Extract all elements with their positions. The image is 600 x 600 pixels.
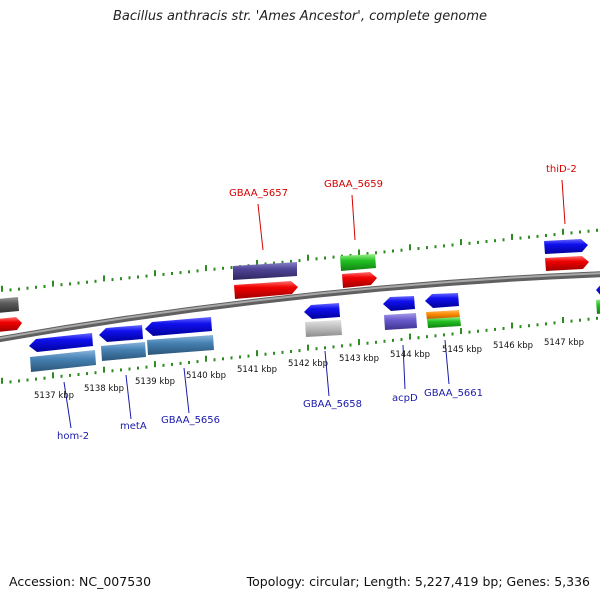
gene-label-thid-2[interactable]: thiD-2 xyxy=(546,164,577,175)
gene-arrow-hom-2[interactable] xyxy=(29,333,93,352)
gene-block-gbaa-5659[interactable] xyxy=(340,254,376,271)
gene-block-hom-2[interactable] xyxy=(30,350,96,372)
gene-label-meta[interactable]: metA xyxy=(120,421,147,432)
gene-label-gbaa-5658[interactable]: GBAA_5658 xyxy=(303,399,362,410)
leader-thid-2 xyxy=(561,179,566,225)
scale-label-5139: 5139 kbp xyxy=(135,377,175,387)
leader-gbaa-5656 xyxy=(183,367,190,414)
scale-label-5146: 5146 kbp xyxy=(493,341,533,351)
scale-label-5140: 5140 kbp xyxy=(186,371,226,381)
leader-meta xyxy=(125,374,132,420)
leader-acpd xyxy=(402,344,406,390)
leader-gbaa-5657 xyxy=(257,203,264,251)
gene-labels: GBAA_5657 GBAA_5659 thiD-2 hom-2 metA GB… xyxy=(57,164,577,442)
gene-arrow-blue-right[interactable] xyxy=(596,283,600,297)
gene-block-acpd[interactable] xyxy=(384,313,417,330)
gene-block-meta[interactable] xyxy=(101,342,146,361)
gene-arrow-red-left[interactable] xyxy=(0,317,22,332)
gene-block-gbaa-5661-orange[interactable] xyxy=(426,310,460,320)
scale-label-5147: 5147 kbp xyxy=(544,338,584,348)
leader-gbaa-5661 xyxy=(444,339,450,385)
map-title: Bacillus anthracis str. 'Ames Ancestor',… xyxy=(112,9,488,24)
gene-block-gbaa-5656[interactable] xyxy=(147,335,214,355)
gene-arrow-acpd[interactable] xyxy=(383,296,415,311)
gene-label-gbaa-5656[interactable]: GBAA_5656 xyxy=(161,415,220,426)
gene-label-gbaa-5657[interactable]: GBAA_5657 xyxy=(229,188,288,199)
forward-tick-track xyxy=(1,228,598,292)
scale-label-5138: 5138 kbp xyxy=(84,384,124,394)
gene-label-hom-2[interactable]: hom-2 xyxy=(57,431,89,442)
genome-backbone-highlight xyxy=(0,272,600,340)
gene-arrow-gbaa-5661[interactable] xyxy=(425,293,459,308)
accession-text: Accession: NC_007530 xyxy=(9,574,152,589)
gene-label-gbaa-5659[interactable]: GBAA_5659 xyxy=(324,179,383,190)
gene-label-gbaa-5661[interactable]: GBAA_5661 xyxy=(424,388,483,399)
gene-block-gbaa-5657[interactable] xyxy=(233,262,297,280)
scale-label-5141: 5141 kbp xyxy=(237,365,277,375)
reverse-tick-track xyxy=(1,316,598,384)
gene-arrow-thid-2-blue[interactable] xyxy=(544,239,588,254)
gene-arrow-gbaa-5658[interactable] xyxy=(304,303,340,319)
gene-label-acpd[interactable]: acpD xyxy=(392,393,418,404)
leader-gbaa-5659 xyxy=(351,194,356,241)
forward-genes xyxy=(0,239,600,332)
gene-arrow-gbaa-5659[interactable] xyxy=(342,272,377,288)
scale-label-5142: 5142 kbp xyxy=(288,359,328,369)
genome-backbone xyxy=(0,271,600,343)
gene-block-grey-left[interactable] xyxy=(0,297,19,313)
scale-label-5145: 5145 kbp xyxy=(442,345,482,355)
gene-arrow-meta[interactable] xyxy=(99,325,143,342)
gene-arrow-gbaa-5657[interactable] xyxy=(234,281,298,299)
gene-block-green-right[interactable] xyxy=(596,299,600,314)
label-leaders xyxy=(63,179,566,429)
reverse-genes xyxy=(29,293,461,372)
gene-arrow-gbaa-5656[interactable] xyxy=(145,317,212,336)
gene-block-gbaa-5661-green[interactable] xyxy=(427,317,461,328)
scale-label-5137: 5137 kbp xyxy=(34,391,74,401)
leader-hom-2 xyxy=(63,381,72,429)
scale-label-5144: 5144 kbp xyxy=(390,350,430,360)
leader-gbaa-5658 xyxy=(324,350,330,397)
gene-arrow-thid-2-red[interactable] xyxy=(545,256,589,271)
gene-block-gbaa-5658[interactable] xyxy=(305,320,342,337)
scale-labels: 5137 kbp 5138 kbp 5139 kbp 5140 kbp 5141… xyxy=(34,338,584,401)
scale-label-5143: 5143 kbp xyxy=(339,354,379,364)
genome-summary-text: Topology: circular; Length: 5,227,419 bp… xyxy=(246,574,590,589)
